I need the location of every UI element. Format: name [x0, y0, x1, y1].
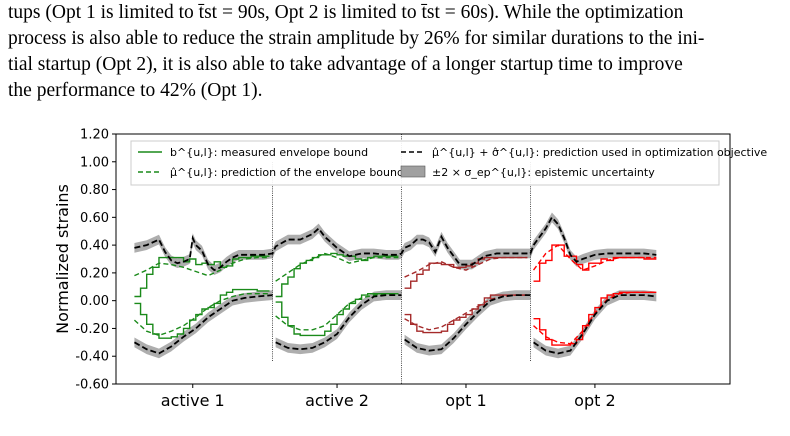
legend-swatch-band: [400, 165, 426, 178]
y-tick-label: 0.40: [80, 239, 109, 254]
legend-label: μ̂^{u,l}: prediction of the envelope bou…: [170, 166, 404, 179]
y-tick-label: 1.20: [80, 128, 109, 143]
measured-bound-line: [533, 291, 657, 346]
y-tick-label: -0.20: [75, 322, 109, 337]
y-tick-label: 0.60: [80, 211, 109, 226]
y-tick-label: 1.00: [80, 155, 109, 170]
plot-frame: [115, 133, 731, 385]
legend-label: b^{u,l}: measured envelope bound: [170, 146, 368, 159]
paragraph-line: process is also able to reduce the strai…: [8, 28, 705, 49]
x-category-label: active 2: [305, 391, 369, 410]
legend-box: [130, 140, 720, 186]
predicted-bound-line: [533, 291, 657, 345]
measured-bound-line: [134, 255, 270, 298]
paragraph: tups (Opt 1 is limited to t̄st = 90s, Op…: [8, 0, 783, 104]
y-axis: 1.20 1.00 0.80 0.60 0.40 0.20 0.00 -0.20 -0.40 -0…: [75, 128, 116, 393]
x-category-label: opt 1: [445, 391, 486, 410]
x-axis: active 1 active 2 opt 1 opt 2: [161, 384, 616, 410]
legend-label: ±2 × σ_ep^{u,l}: epistemic uncertainty: [432, 166, 655, 179]
measured-bound-line: [275, 252, 399, 298]
objective-line: [134, 215, 657, 272]
y-axis-label: Normalized strains: [53, 184, 72, 334]
paragraph-line: tial startup (Opt 2), it is also able to…: [8, 54, 683, 75]
legend: b^{u,l}: measured envelope bound μ̂^{u,l…: [130, 140, 767, 186]
series-lines: [133, 215, 657, 355]
paragraph-line: tups (Opt 1 is limited to t̄st = 90s, Op…: [8, 2, 684, 23]
paragraph-line: the performance to 42% (Opt 1).: [8, 80, 263, 101]
y-tick-label: 0.00: [80, 294, 109, 309]
uncertainty-band: [134, 290, 273, 359]
uncertainty-band: [275, 290, 402, 355]
objective-line: [533, 294, 657, 355]
measured-bound-line: [275, 293, 399, 337]
y-tick-label: -0.60: [75, 378, 109, 393]
x-category-label: active 1: [161, 391, 225, 410]
uncertainty-band: [134, 212, 657, 275]
y-tick-label: 0.20: [80, 266, 109, 281]
predicted-bound-line: [134, 256, 270, 277]
predicted-bound-line: [275, 252, 399, 282]
x-category-label: opt 2: [574, 391, 615, 410]
y-tick-label: 0.80: [80, 183, 109, 198]
y-tick-label: -0.40: [75, 350, 109, 365]
objective-line: [275, 294, 402, 351]
predicted-bound-line: [275, 293, 399, 331]
legend-label: μ̂^{u,l} + σ̂^{u,l}: prediction used in …: [432, 146, 767, 159]
uncertainty-band: [533, 290, 657, 359]
predicted-bound-line: [133, 293, 270, 337]
predicted-bound-line: [532, 244, 657, 271]
objective-line: [404, 294, 531, 352]
predicted-bound-line: [404, 256, 528, 278]
section-dividers: [272, 134, 531, 384]
